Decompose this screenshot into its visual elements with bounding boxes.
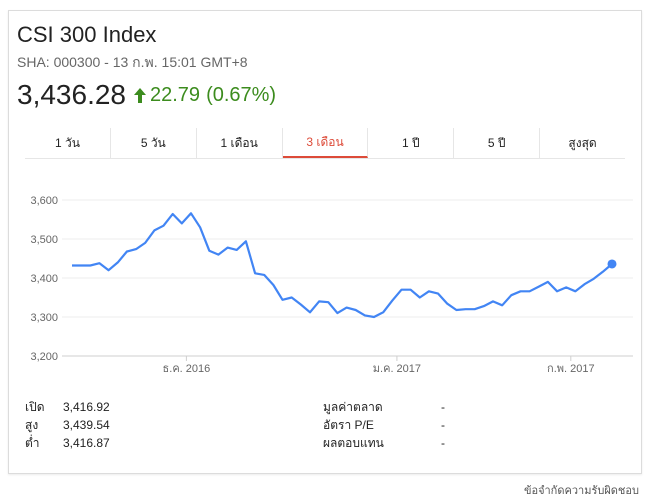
- disclaimer-link[interactable]: ข้อจำกัดความรับผิดชอบ: [523, 485, 639, 497]
- stat-value: -: [441, 400, 445, 414]
- x-tick-label: ธ.ค. 2016: [163, 363, 211, 375]
- stat-label: เปิด: [25, 399, 45, 414]
- last-point-marker: [607, 259, 617, 269]
- stat-dividend-yield: ผลตอบแทน -: [323, 434, 445, 452]
- stat-value: -: [441, 418, 445, 432]
- arrow-up-icon: [134, 87, 146, 103]
- tabs-divider: [25, 158, 625, 159]
- current-price: 3,436.28: [17, 79, 126, 110]
- stat-label: ผลตอบแทน: [323, 435, 384, 450]
- tab-max[interactable]: สูงสุด: [568, 135, 597, 150]
- y-tick-label: 3,400: [30, 273, 58, 285]
- y-tick-label: 3,600: [30, 195, 58, 207]
- stat-label: อัตรา P/E: [323, 417, 374, 432]
- stat-market-cap: มูลค่าตลาด -: [323, 398, 445, 416]
- price-chart[interactable]: 3,600 3,500 3,400 3,300 3,200 ธ.ค. 2016 ม.ค. 2…: [8, 160, 640, 382]
- index-subtitle: SHA: 000300 - 13 ก.พ. 15:01 GMT+8: [17, 54, 248, 70]
- stat-label: ต่ำ: [25, 435, 40, 450]
- stat-value: -: [441, 436, 445, 450]
- change-value: 22.79: [150, 83, 201, 106]
- stat-open: เปิด 3,416.92: [25, 398, 110, 416]
- tab-5-days[interactable]: 5 วัน: [111, 128, 197, 158]
- tab-1-day[interactable]: 1 วัน: [25, 128, 111, 158]
- stat-value: 3,416.92: [63, 400, 110, 414]
- stat-label: มูลค่าตลาด: [323, 399, 383, 414]
- change-percent: (0.67%): [206, 83, 277, 106]
- stat-high: สูง 3,439.54: [25, 416, 110, 434]
- range-tabs: 1 วัน 5 วัน 1 เดือน 3 เดือน 1 ปี 5 ปี สู…: [25, 128, 625, 158]
- stat-label: สูง: [25, 417, 39, 432]
- y-tick-label: 3,200: [30, 351, 58, 363]
- stat-value: 3,439.54: [63, 418, 110, 432]
- x-tick-label: ก.พ. 2017: [547, 363, 595, 375]
- finance-card: [8, 10, 642, 474]
- index-title: CSI 300 Index: [17, 22, 157, 47]
- tab-3-months[interactable]: 3 เดือน: [282, 128, 369, 158]
- price-row: 3,436.28 22.79 (0.67%): [17, 78, 276, 112]
- stats-left: เปิด 3,416.92 สูง 3,439.54 ต่ำ 3,416.87: [25, 398, 110, 452]
- tab-5-years[interactable]: 5 ปี: [454, 128, 541, 158]
- stat-pe-ratio: อัตรา P/E -: [323, 416, 445, 434]
- series-line: [72, 212, 613, 319]
- x-tick-label: ม.ค. 2017: [373, 363, 421, 375]
- stat-low: ต่ำ 3,416.87: [25, 434, 110, 452]
- stats-right: มูลค่าตลาด - อัตรา P/E - ผลตอบแทน -: [323, 398, 445, 452]
- y-tick-label: 3,500: [30, 234, 58, 246]
- tab-1-month[interactable]: 1 เดือน: [197, 128, 283, 158]
- y-tick-label: 3,300: [30, 312, 58, 324]
- tab-1-year[interactable]: 1 ปี: [368, 128, 455, 158]
- stat-value: 3,416.87: [63, 436, 110, 450]
- price-change: 22.79 (0.67%): [134, 84, 276, 107]
